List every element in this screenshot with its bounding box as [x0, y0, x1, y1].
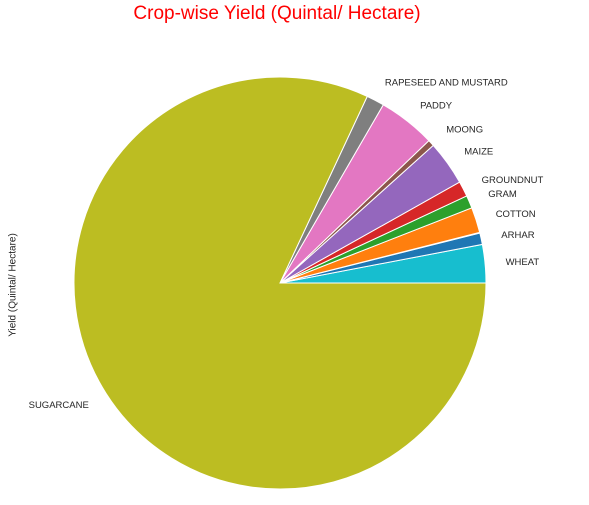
slice-label-gram: GRAM [488, 189, 517, 200]
slice-label-rapeseed-and-mustard: RAPESEED AND MUSTARD [385, 78, 508, 89]
pie-slice-sugarcane [73, 76, 487, 490]
slice-label-moong: MOONG [446, 125, 483, 136]
slice-label-maize: MAIZE [464, 147, 493, 158]
slice-label-groundnut: GROUNDNUT [482, 175, 544, 186]
slice-label-cotton: COTTON [496, 209, 536, 220]
chart-title: Crop-wise Yield (Quintal/ Hectare) [133, 3, 421, 24]
slice-label-arhar: ARHAR [501, 230, 534, 241]
slice-label-wheat: WHEAT [506, 257, 540, 268]
slice-label-sugarcane: SUGARCANE [29, 400, 89, 411]
slice-label-paddy: PADDY [420, 100, 453, 111]
